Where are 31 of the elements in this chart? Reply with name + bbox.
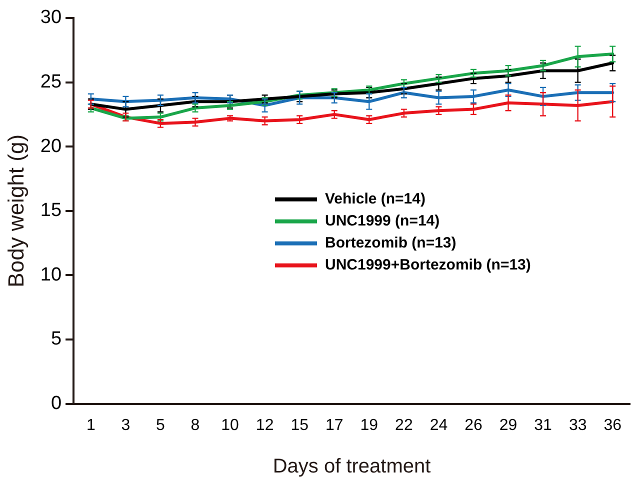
x-tick-label: 22 xyxy=(395,416,413,434)
point xyxy=(226,94,234,104)
x-tick-label: 1 xyxy=(86,416,96,434)
x-tick-label: 33 xyxy=(568,416,587,434)
x-tick-label: 31 xyxy=(534,416,552,434)
y-tick-label: 25 xyxy=(40,72,62,93)
y-axis-title: Body weight (g) xyxy=(3,134,28,288)
x-tick-label: 8 xyxy=(190,416,200,434)
x-tick-label: 36 xyxy=(604,416,622,434)
x-tick-label: 12 xyxy=(256,416,274,434)
y-tick-label: 5 xyxy=(50,328,62,350)
x-tick-label: 26 xyxy=(464,416,482,434)
y-tick-label: 15 xyxy=(40,200,62,222)
legend-label: Bortezomib (n=13) xyxy=(325,234,456,252)
x-tick-label: 29 xyxy=(499,416,518,434)
x-tick-label: 24 xyxy=(430,416,448,434)
legend-label: Vehicle (n=14) xyxy=(325,190,426,208)
legend-label: UNC1999 (n=14) xyxy=(325,212,440,230)
x-tick-label: 3 xyxy=(121,416,130,434)
x-tick-label: 15 xyxy=(290,416,309,434)
point xyxy=(156,118,164,128)
x-axis-title: Days of treatment xyxy=(272,456,432,478)
y-tick-label: 0 xyxy=(50,393,62,414)
legend-label: UNC1999+Bortezomib (n=13) xyxy=(325,256,531,274)
y-tick-label: 20 xyxy=(40,136,62,157)
x-tick-label: 17 xyxy=(325,416,344,434)
x-tick-label: 5 xyxy=(156,416,166,434)
x-tick-label: 10 xyxy=(221,416,240,434)
x-tick-label: 19 xyxy=(360,416,378,434)
y-tick-label: 10 xyxy=(40,264,62,286)
y-tick-label: 30 xyxy=(40,7,62,28)
